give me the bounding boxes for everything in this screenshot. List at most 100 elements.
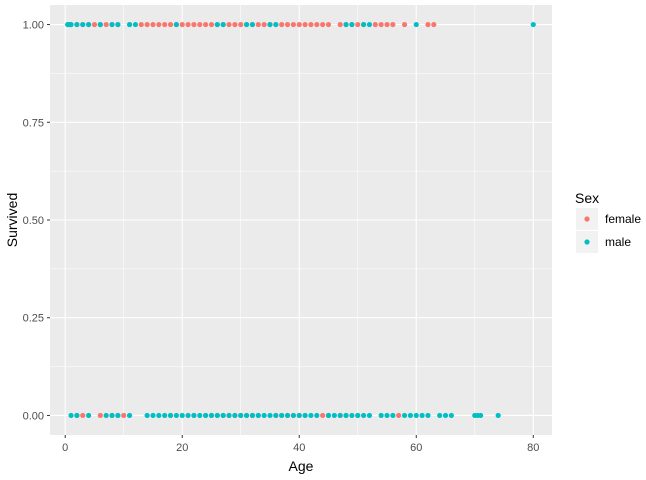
male-point — [86, 21, 92, 28]
male-point — [220, 21, 226, 28]
female-point — [314, 21, 320, 28]
x-tick-label: 60 — [410, 442, 422, 454]
male-point — [378, 412, 384, 419]
male-point — [361, 412, 367, 419]
female-point — [91, 21, 98, 28]
x-axis-title: Age — [289, 458, 314, 474]
legend-label-male: male — [605, 235, 631, 249]
male-point — [179, 412, 185, 419]
male-point — [361, 21, 367, 28]
y-tick-label: 0.75 — [23, 117, 44, 129]
male-point — [337, 412, 343, 419]
x-tick-label: 0 — [62, 442, 68, 454]
female-point — [103, 21, 109, 28]
female-point — [203, 21, 209, 28]
male-point — [103, 412, 109, 419]
male-point — [290, 412, 296, 419]
male-point — [448, 412, 454, 419]
female-point — [162, 21, 168, 28]
male-point — [156, 412, 162, 419]
x-axis: 0 20 40 60 80 — [62, 435, 539, 454]
female-point — [296, 21, 302, 28]
female-point — [179, 21, 185, 28]
male-point — [203, 412, 209, 419]
male-point — [267, 412, 273, 419]
female-point — [144, 21, 150, 28]
male-point — [273, 412, 279, 419]
male-point — [132, 21, 139, 28]
male-point — [220, 412, 226, 419]
female-point — [279, 21, 285, 28]
male-point — [355, 412, 361, 419]
male-point — [185, 412, 191, 419]
female-point — [384, 21, 390, 28]
x-tick-label: 80 — [527, 442, 539, 454]
male-point — [74, 21, 80, 28]
male-point — [308, 412, 314, 419]
x-tick-label: 20 — [176, 442, 188, 454]
female-point — [138, 21, 144, 28]
male-point — [343, 412, 349, 419]
male-point — [68, 21, 74, 28]
male-point — [109, 412, 115, 419]
female-point — [150, 21, 156, 28]
male-point — [126, 21, 133, 28]
male-point — [144, 412, 150, 419]
male-point — [191, 412, 197, 419]
y-axis: 0.00 0.25 0.50 0.75 1.00 — [23, 20, 50, 422]
male-point — [150, 412, 156, 419]
male-point — [197, 412, 203, 419]
male-point — [478, 412, 484, 419]
legend-title: Sex — [575, 190, 599, 206]
female-point — [320, 412, 326, 419]
male-point — [314, 412, 320, 419]
female-point — [226, 21, 232, 28]
male-point — [249, 21, 256, 28]
male-point — [162, 412, 168, 419]
male-point — [238, 412, 244, 419]
male-point — [243, 412, 250, 419]
legend: Sex female male — [575, 190, 641, 253]
male-point — [167, 412, 174, 419]
male-point — [97, 21, 103, 28]
male-point — [74, 412, 80, 419]
male-point — [284, 412, 291, 419]
female-point — [390, 21, 396, 28]
male-point — [331, 412, 337, 419]
male-point — [68, 412, 74, 419]
female-point — [401, 21, 408, 28]
y-tick-label: 0.00 — [23, 410, 44, 422]
female-point — [302, 21, 308, 28]
female-point — [290, 21, 296, 28]
female-point — [325, 21, 332, 28]
female-point — [308, 21, 314, 28]
male-point — [232, 412, 238, 419]
male-point — [115, 412, 121, 419]
female-point — [431, 21, 437, 28]
male-point — [366, 412, 373, 419]
male-point — [442, 412, 449, 419]
y-tick-label: 0.25 — [23, 313, 44, 325]
female-point — [191, 21, 197, 28]
legend-label-female: female — [605, 212, 641, 226]
x-tick-label: 40 — [293, 442, 305, 454]
y-axis-title: Survived — [4, 193, 20, 247]
female-point — [121, 412, 127, 419]
female-point — [372, 21, 378, 28]
female-point — [261, 21, 267, 28]
female-point — [355, 21, 361, 28]
female-point — [232, 21, 238, 28]
male-point — [255, 412, 261, 419]
female-point — [208, 21, 215, 28]
male-point — [226, 412, 232, 419]
male-point — [302, 412, 308, 419]
male-point — [366, 21, 373, 28]
male-point — [296, 412, 302, 419]
male-point — [413, 412, 419, 419]
male-point — [267, 21, 273, 28]
male-point — [384, 412, 390, 419]
male-point — [261, 412, 267, 419]
female-point — [80, 412, 86, 419]
female-point — [238, 21, 244, 28]
female-point — [97, 412, 103, 419]
